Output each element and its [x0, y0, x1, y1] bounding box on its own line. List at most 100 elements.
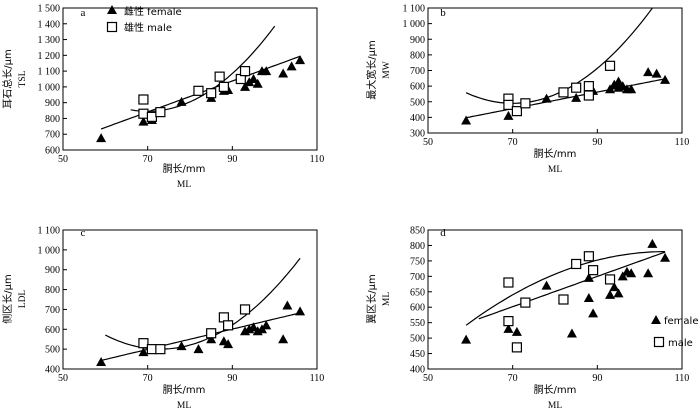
female-point	[571, 92, 582, 102]
y-tick-label: 1 400	[38, 19, 61, 30]
female-point	[252, 78, 263, 88]
male-point	[138, 108, 149, 119]
x-tick-label: 90	[592, 373, 602, 384]
female-point	[278, 334, 289, 344]
y-axis-label-en: LDL	[18, 290, 28, 309]
male-point	[239, 304, 251, 315]
female-point	[617, 271, 628, 281]
female-point	[609, 282, 620, 292]
male-point	[583, 90, 594, 101]
panel-d: 50 70 90 110 400 450 500 550 600 650 700 750 800 850 d…	[366, 226, 698, 412]
male-point	[503, 99, 514, 110]
female-point	[605, 289, 616, 299]
female-point	[583, 272, 594, 282]
y-tick-label: 450	[410, 349, 425, 360]
female-point	[541, 280, 552, 290]
x-axis-label: 胴长/mm	[163, 384, 206, 396]
panel-b: 50 70 90 110 300 400 500 600 700 800 900 1 000 1 100…	[365, 4, 689, 176]
male-point	[155, 344, 166, 355]
female-point	[176, 96, 187, 106]
fit-curve-female	[478, 251, 666, 320]
y-tick-label: 850	[410, 226, 425, 237]
panel-a: 50 70 90 110 600 700 800 900 1 000 1 100 1 200 1 30…	[1, 4, 324, 191]
female-point	[647, 238, 658, 248]
male-point	[214, 71, 225, 82]
y-axis-label: 翼区长/μm	[366, 274, 378, 323]
x-axis-label-en: ML	[177, 401, 191, 411]
y-tick-label: 750	[410, 256, 425, 267]
x-axis-label-en: ML	[548, 165, 562, 175]
female-point	[286, 61, 297, 71]
female-point	[295, 306, 306, 316]
fit-curve-male	[130, 25, 276, 112]
female-point	[176, 341, 187, 351]
y-tick-label: 600	[45, 146, 60, 157]
female-point	[282, 300, 293, 310]
x-tick-label: 50	[58, 154, 68, 165]
legend-female-marker	[651, 315, 661, 324]
female-point	[626, 84, 637, 94]
male-point	[193, 85, 204, 96]
x-axis-label: 胴长/mm	[534, 148, 577, 160]
x-tick-label: 90	[227, 373, 237, 384]
male-point	[604, 274, 616, 285]
y-tick-label: 600	[410, 82, 425, 93]
x-axis-label: 胴长/mm	[163, 163, 206, 175]
x-tick-label: 70	[143, 154, 153, 165]
y-tick-label: 1 100	[38, 226, 61, 237]
male-point	[571, 258, 582, 270]
male-point	[155, 107, 166, 118]
panel-letter: c	[81, 227, 86, 239]
male-point	[604, 60, 616, 71]
female-point	[248, 322, 259, 332]
fit-curve-male	[105, 257, 301, 350]
male-point	[503, 277, 514, 288]
panel-letter: b	[440, 7, 446, 19]
x-axis-label-en: ML	[548, 401, 562, 411]
y-tick-label: 800	[410, 50, 425, 61]
x-tick-label: 110	[675, 373, 690, 384]
panel-letter: a	[81, 7, 86, 19]
y-tick-label: 1 100	[38, 67, 61, 78]
y-tick-label: 500	[410, 97, 425, 108]
fit-curve-female	[100, 312, 301, 362]
female-point	[588, 308, 599, 318]
y-axis-label-en: TSL	[18, 70, 28, 87]
y-tick-label: 500	[410, 334, 425, 345]
y-tick-label: 550	[410, 318, 425, 329]
male-point	[558, 294, 569, 305]
x-tick-label: 70	[143, 373, 153, 384]
female-point	[461, 334, 472, 344]
y-tick-label: 800	[45, 114, 60, 125]
male-point	[146, 111, 157, 122]
female-point	[583, 292, 594, 302]
y-tick-label: 700	[410, 272, 425, 283]
female-point	[541, 93, 552, 103]
legend-male-label: male	[668, 338, 693, 349]
y-tick-label: 900	[45, 98, 60, 109]
female-point	[660, 252, 671, 262]
male-point	[583, 81, 594, 92]
y-tick-label: 1 100	[403, 4, 426, 15]
x-tick-label: 90	[592, 137, 602, 148]
plot-frame	[427, 229, 683, 370]
male-point	[138, 338, 149, 349]
female-point	[613, 76, 624, 86]
x-tick-label: 70	[508, 373, 518, 384]
y-tick-label: 1 000	[38, 245, 61, 256]
y-axis-label-en: MW	[382, 61, 392, 78]
y-tick-label: 1 000	[403, 19, 426, 30]
female-point	[503, 323, 514, 333]
y-axis-label: 侧区长/μm	[1, 274, 14, 323]
female-point	[660, 74, 671, 84]
male-point	[206, 88, 217, 99]
female-point	[643, 67, 654, 77]
fit-curve-female	[465, 78, 666, 119]
male-point	[583, 251, 594, 262]
male-point	[239, 66, 251, 77]
male-point	[223, 320, 234, 331]
x-tick-label: 110	[675, 137, 690, 148]
y-tick-label: 900	[410, 35, 425, 46]
male-point	[503, 316, 514, 327]
y-tick-label: 600	[410, 303, 425, 314]
